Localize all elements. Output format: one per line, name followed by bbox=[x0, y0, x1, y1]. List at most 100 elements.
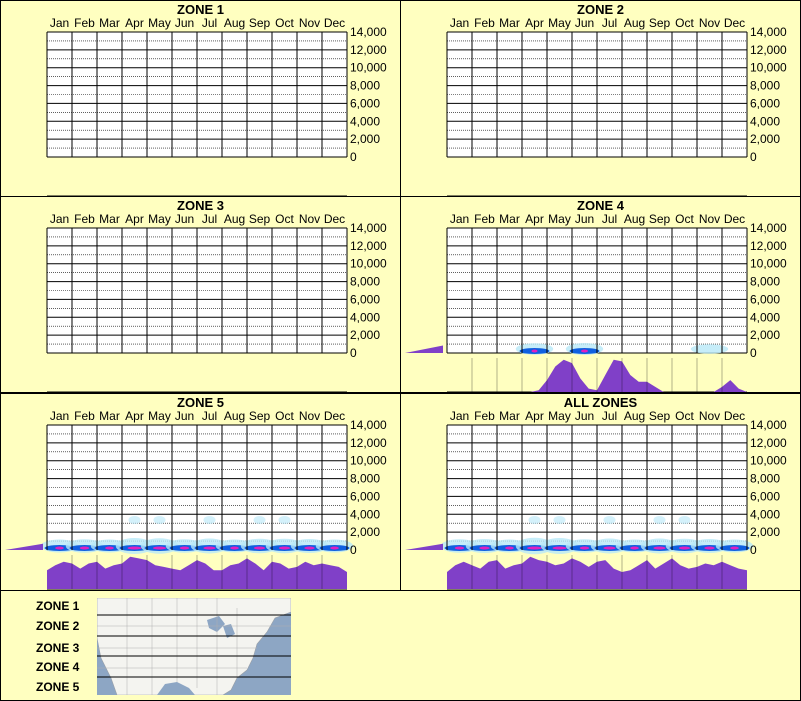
y-tick-label: 10,000 bbox=[350, 454, 387, 468]
zone-3-chart: Jan Feb Mar Apr May Jun Jul Aug Sep Oct Nov Dec 14,0… bbox=[46, 212, 387, 393]
y-tick-label: 4,000 bbox=[750, 310, 780, 324]
y-tick-label: 8,000 bbox=[350, 275, 380, 289]
month-label: Aug bbox=[224, 409, 245, 423]
y-tick-label: 2,000 bbox=[350, 328, 380, 342]
month-label: Nov bbox=[699, 409, 720, 423]
month-label: Jun bbox=[175, 409, 194, 423]
all-zones-chart: Jan Feb Mar Apr May Jun Jul Aug Sep Oct Nov Dec 14,0… bbox=[405, 409, 787, 590]
month-label: Feb bbox=[474, 409, 495, 423]
month-label: Dec bbox=[724, 212, 745, 226]
y-tick-label: 6,000 bbox=[750, 489, 780, 503]
month-label: Oct bbox=[275, 212, 294, 226]
month-label: Dec bbox=[324, 16, 345, 30]
month-label: Apr bbox=[125, 409, 144, 423]
heat-cell-faint bbox=[278, 516, 291, 524]
month-label: Mar bbox=[499, 409, 520, 423]
month-label: May bbox=[148, 16, 171, 30]
heat-cell-high bbox=[479, 546, 490, 550]
month-label: Nov bbox=[299, 212, 320, 226]
month-label: Jun bbox=[575, 212, 594, 226]
zone-2-chart: Jan Feb Mar Apr May Jun Jul Aug Sep Oct Nov Dec 14,0… bbox=[446, 16, 787, 197]
heat-cell-faint bbox=[653, 516, 666, 524]
heat-cell-faint bbox=[203, 516, 216, 524]
y-tick-label: 4,000 bbox=[350, 507, 380, 521]
heat-cell-high bbox=[579, 546, 590, 550]
month-label: Jan bbox=[450, 212, 469, 226]
y-tick-label: 2,000 bbox=[750, 328, 780, 342]
y-tick-label: 14,000 bbox=[750, 25, 787, 39]
heat-cell-high bbox=[203, 546, 216, 550]
y-tick-label: 8,000 bbox=[750, 79, 780, 93]
y-tick-label: 10,000 bbox=[350, 61, 387, 75]
heat-cell-high bbox=[653, 546, 666, 550]
heat-cell-high bbox=[55, 546, 64, 550]
month-label: Mar bbox=[99, 212, 120, 226]
y-tick-label: 0 bbox=[750, 150, 757, 164]
all-zones-panel: ALL ZONES Jan Feb Mar Apr May Jun Jul Aug Sep Oct… bbox=[400, 393, 801, 591]
month-label: Apr bbox=[125, 16, 144, 30]
month-label: Jul bbox=[202, 409, 217, 423]
zone-4-panel: ZONE 4 Jan Feb Mar Apr May Jun Jul Aug Sep Oct Nov… bbox=[400, 196, 801, 393]
heat-cell-high bbox=[603, 546, 616, 550]
month-label: May bbox=[548, 409, 571, 423]
zone-5-panel: ZONE 5 Jan Feb Mar Apr May Jun Jul Aug Sep Oct Nov… bbox=[0, 393, 401, 591]
month-label: Aug bbox=[624, 16, 645, 30]
month-label: Oct bbox=[675, 409, 694, 423]
y-tick-label: 8,000 bbox=[750, 472, 780, 486]
heat-cell-faint bbox=[128, 516, 141, 524]
month-label: Aug bbox=[224, 212, 245, 226]
month-label: Nov bbox=[299, 16, 320, 30]
month-label: Mar bbox=[99, 16, 120, 30]
month-label: May bbox=[148, 409, 171, 423]
zone-3-panel: ZONE 3 Jan Feb Mar Apr May Jun Jul Aug Sep Oct Nov… bbox=[0, 196, 401, 393]
heat-cell-faint bbox=[603, 516, 616, 524]
heat-cell-faint bbox=[553, 516, 566, 524]
heat-cell-high bbox=[630, 546, 639, 550]
y-tick-label: 4,000 bbox=[750, 114, 780, 128]
y-tick-label: 10,000 bbox=[750, 454, 787, 468]
heat-cell-high bbox=[730, 546, 739, 550]
month-label: Feb bbox=[474, 212, 495, 226]
y-tick-label: 6,000 bbox=[350, 96, 380, 110]
month-label: Feb bbox=[474, 16, 495, 30]
month-label: Jul bbox=[602, 212, 617, 226]
y-tick-label: 8,000 bbox=[350, 79, 380, 93]
month-label: Feb bbox=[74, 409, 95, 423]
heat-cell-high bbox=[581, 349, 588, 353]
month-label: Jan bbox=[450, 409, 469, 423]
heat-cell-high bbox=[230, 546, 239, 550]
month-label: Jul bbox=[602, 16, 617, 30]
y-tick-label: 6,000 bbox=[750, 292, 780, 306]
panel-title: ZONE 3 bbox=[177, 198, 224, 213]
y-tick-label: 4,000 bbox=[350, 310, 380, 324]
zone-5-chart: Jan Feb Mar Apr May Jun Jul Aug Sep Oct Nov Dec 14,0… bbox=[5, 409, 387, 590]
y-tick-label: 12,000 bbox=[750, 436, 787, 450]
heat-cell-high bbox=[527, 546, 542, 550]
y-tick-label: 2,000 bbox=[750, 132, 780, 146]
legend-zone-2: ZONE 2 bbox=[36, 619, 80, 633]
heat-cell-faint bbox=[153, 516, 166, 524]
y-tick-label: 0 bbox=[750, 543, 757, 557]
month-label: Jun bbox=[175, 212, 194, 226]
month-label: Oct bbox=[275, 16, 294, 30]
month-label: Jan bbox=[450, 16, 469, 30]
y-tick-label: 12,000 bbox=[350, 239, 387, 253]
panel-title: ALL ZONES bbox=[563, 395, 638, 410]
month-label: Aug bbox=[624, 212, 645, 226]
y-tick-label: 14,000 bbox=[350, 418, 387, 432]
month-label: Apr bbox=[525, 212, 544, 226]
month-label: Nov bbox=[699, 16, 720, 30]
month-label: Nov bbox=[299, 409, 320, 423]
y-tick-label: 0 bbox=[350, 543, 357, 557]
month-label: Mar bbox=[499, 212, 520, 226]
y-tick-label: 4,000 bbox=[350, 114, 380, 128]
month-label: Oct bbox=[275, 409, 294, 423]
month-label: Dec bbox=[324, 212, 345, 226]
heat-cell-high bbox=[552, 546, 567, 550]
y-tick-label: 10,000 bbox=[350, 257, 387, 271]
month-label: Feb bbox=[74, 212, 95, 226]
legend-zone-1: ZONE 1 bbox=[36, 599, 80, 613]
y-tick-label: 2,000 bbox=[750, 525, 780, 539]
y-tick-label: 14,000 bbox=[750, 418, 787, 432]
zone-2-panel: ZONE 2 Jan Feb Mar Apr May Jun Jul Aug Sep Oct Nov… bbox=[400, 0, 801, 197]
